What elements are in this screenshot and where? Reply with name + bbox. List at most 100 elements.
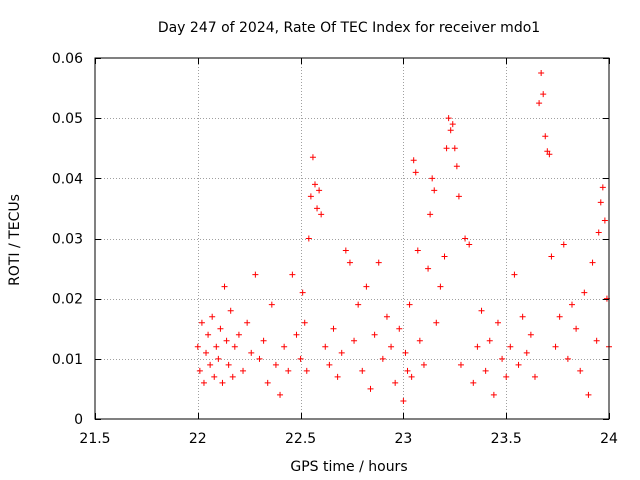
data-point (443, 145, 450, 152)
data-point (351, 337, 358, 344)
data-point (519, 313, 526, 320)
data-point (511, 271, 518, 278)
data-point (244, 319, 251, 326)
data-point (256, 355, 263, 362)
data-point (597, 199, 604, 206)
data-point (449, 121, 456, 128)
data-point (277, 391, 284, 398)
data-point (388, 343, 395, 350)
data-point (217, 325, 224, 332)
x-tick-label: 21.5 (79, 431, 110, 447)
data-point (482, 367, 489, 374)
x-tick-label: 23.5 (491, 431, 522, 447)
data-point (211, 373, 218, 380)
data-point (429, 175, 436, 182)
data-point (215, 355, 222, 362)
data-point (299, 289, 306, 296)
data-point (203, 349, 210, 356)
data-point (198, 319, 205, 326)
data-point (589, 259, 596, 266)
data-point (375, 259, 382, 266)
data-point (359, 367, 366, 374)
data-point (544, 148, 551, 155)
data-point (552, 343, 559, 350)
data-point (268, 301, 275, 308)
data-point (427, 211, 434, 218)
data-point (402, 349, 409, 356)
data-point (601, 217, 608, 224)
data-point (466, 241, 473, 248)
data-point (474, 343, 481, 350)
data-point (227, 307, 234, 314)
data-point (540, 91, 547, 98)
data-point (264, 379, 271, 386)
data-point (503, 373, 510, 380)
data-point (499, 355, 506, 362)
y-axis-label: ROTI / TECUs (7, 194, 23, 286)
data-point (281, 343, 288, 350)
data-point (307, 193, 314, 200)
data-point (285, 367, 292, 374)
x-tick-label: 23 (394, 431, 412, 447)
data-point (536, 100, 543, 107)
data-point (297, 355, 304, 362)
y-tick-label: 0.05 (52, 111, 83, 127)
data-point (326, 361, 333, 368)
data-point (396, 325, 403, 332)
y-tick-label: 0.04 (52, 171, 83, 187)
data-point (542, 133, 549, 140)
data-point (221, 283, 228, 290)
data-point (451, 145, 458, 152)
data-point (235, 331, 242, 338)
data-point (289, 271, 296, 278)
data-point (531, 373, 538, 380)
data-point (457, 361, 464, 368)
data-point (425, 265, 432, 272)
data-point (355, 301, 362, 308)
data-point (431, 187, 438, 194)
data-point (330, 325, 337, 332)
data-point (231, 343, 238, 350)
data-point (400, 397, 407, 404)
data-point (404, 367, 411, 374)
data-point (383, 313, 390, 320)
y-tick-label: 0.01 (52, 352, 83, 368)
data-point (346, 259, 353, 266)
data-point (412, 169, 419, 176)
data-point (205, 331, 212, 338)
data-point (507, 343, 514, 350)
data-point (515, 361, 522, 368)
data-point (207, 361, 214, 368)
data-point (252, 271, 259, 278)
y-axis-ticks: 0 0.01 0.02 0.03 0.04 0.05 0.06 (52, 51, 609, 428)
data-point (213, 343, 220, 350)
data-point (305, 235, 312, 242)
data-point (303, 367, 310, 374)
data-point (311, 181, 318, 188)
data-point (272, 361, 279, 368)
data-point (437, 283, 444, 290)
data-point (568, 301, 575, 308)
data-point (414, 247, 421, 254)
data-point (392, 379, 399, 386)
grid (95, 58, 609, 419)
y-tick-label: 0.03 (52, 232, 83, 248)
data-point (490, 391, 497, 398)
data-point (416, 337, 423, 344)
data-point (548, 253, 555, 260)
data-point (573, 325, 580, 332)
data-point (293, 331, 300, 338)
data-point (229, 373, 236, 380)
data-point (342, 247, 349, 254)
data-point (309, 154, 316, 161)
data-point (260, 337, 267, 344)
data-point (363, 283, 370, 290)
data-point (494, 319, 501, 326)
data-point (556, 313, 563, 320)
data-point (209, 313, 216, 320)
data-point (478, 307, 485, 314)
data-point (406, 301, 413, 308)
data-point (334, 373, 341, 380)
data-point (453, 163, 460, 170)
